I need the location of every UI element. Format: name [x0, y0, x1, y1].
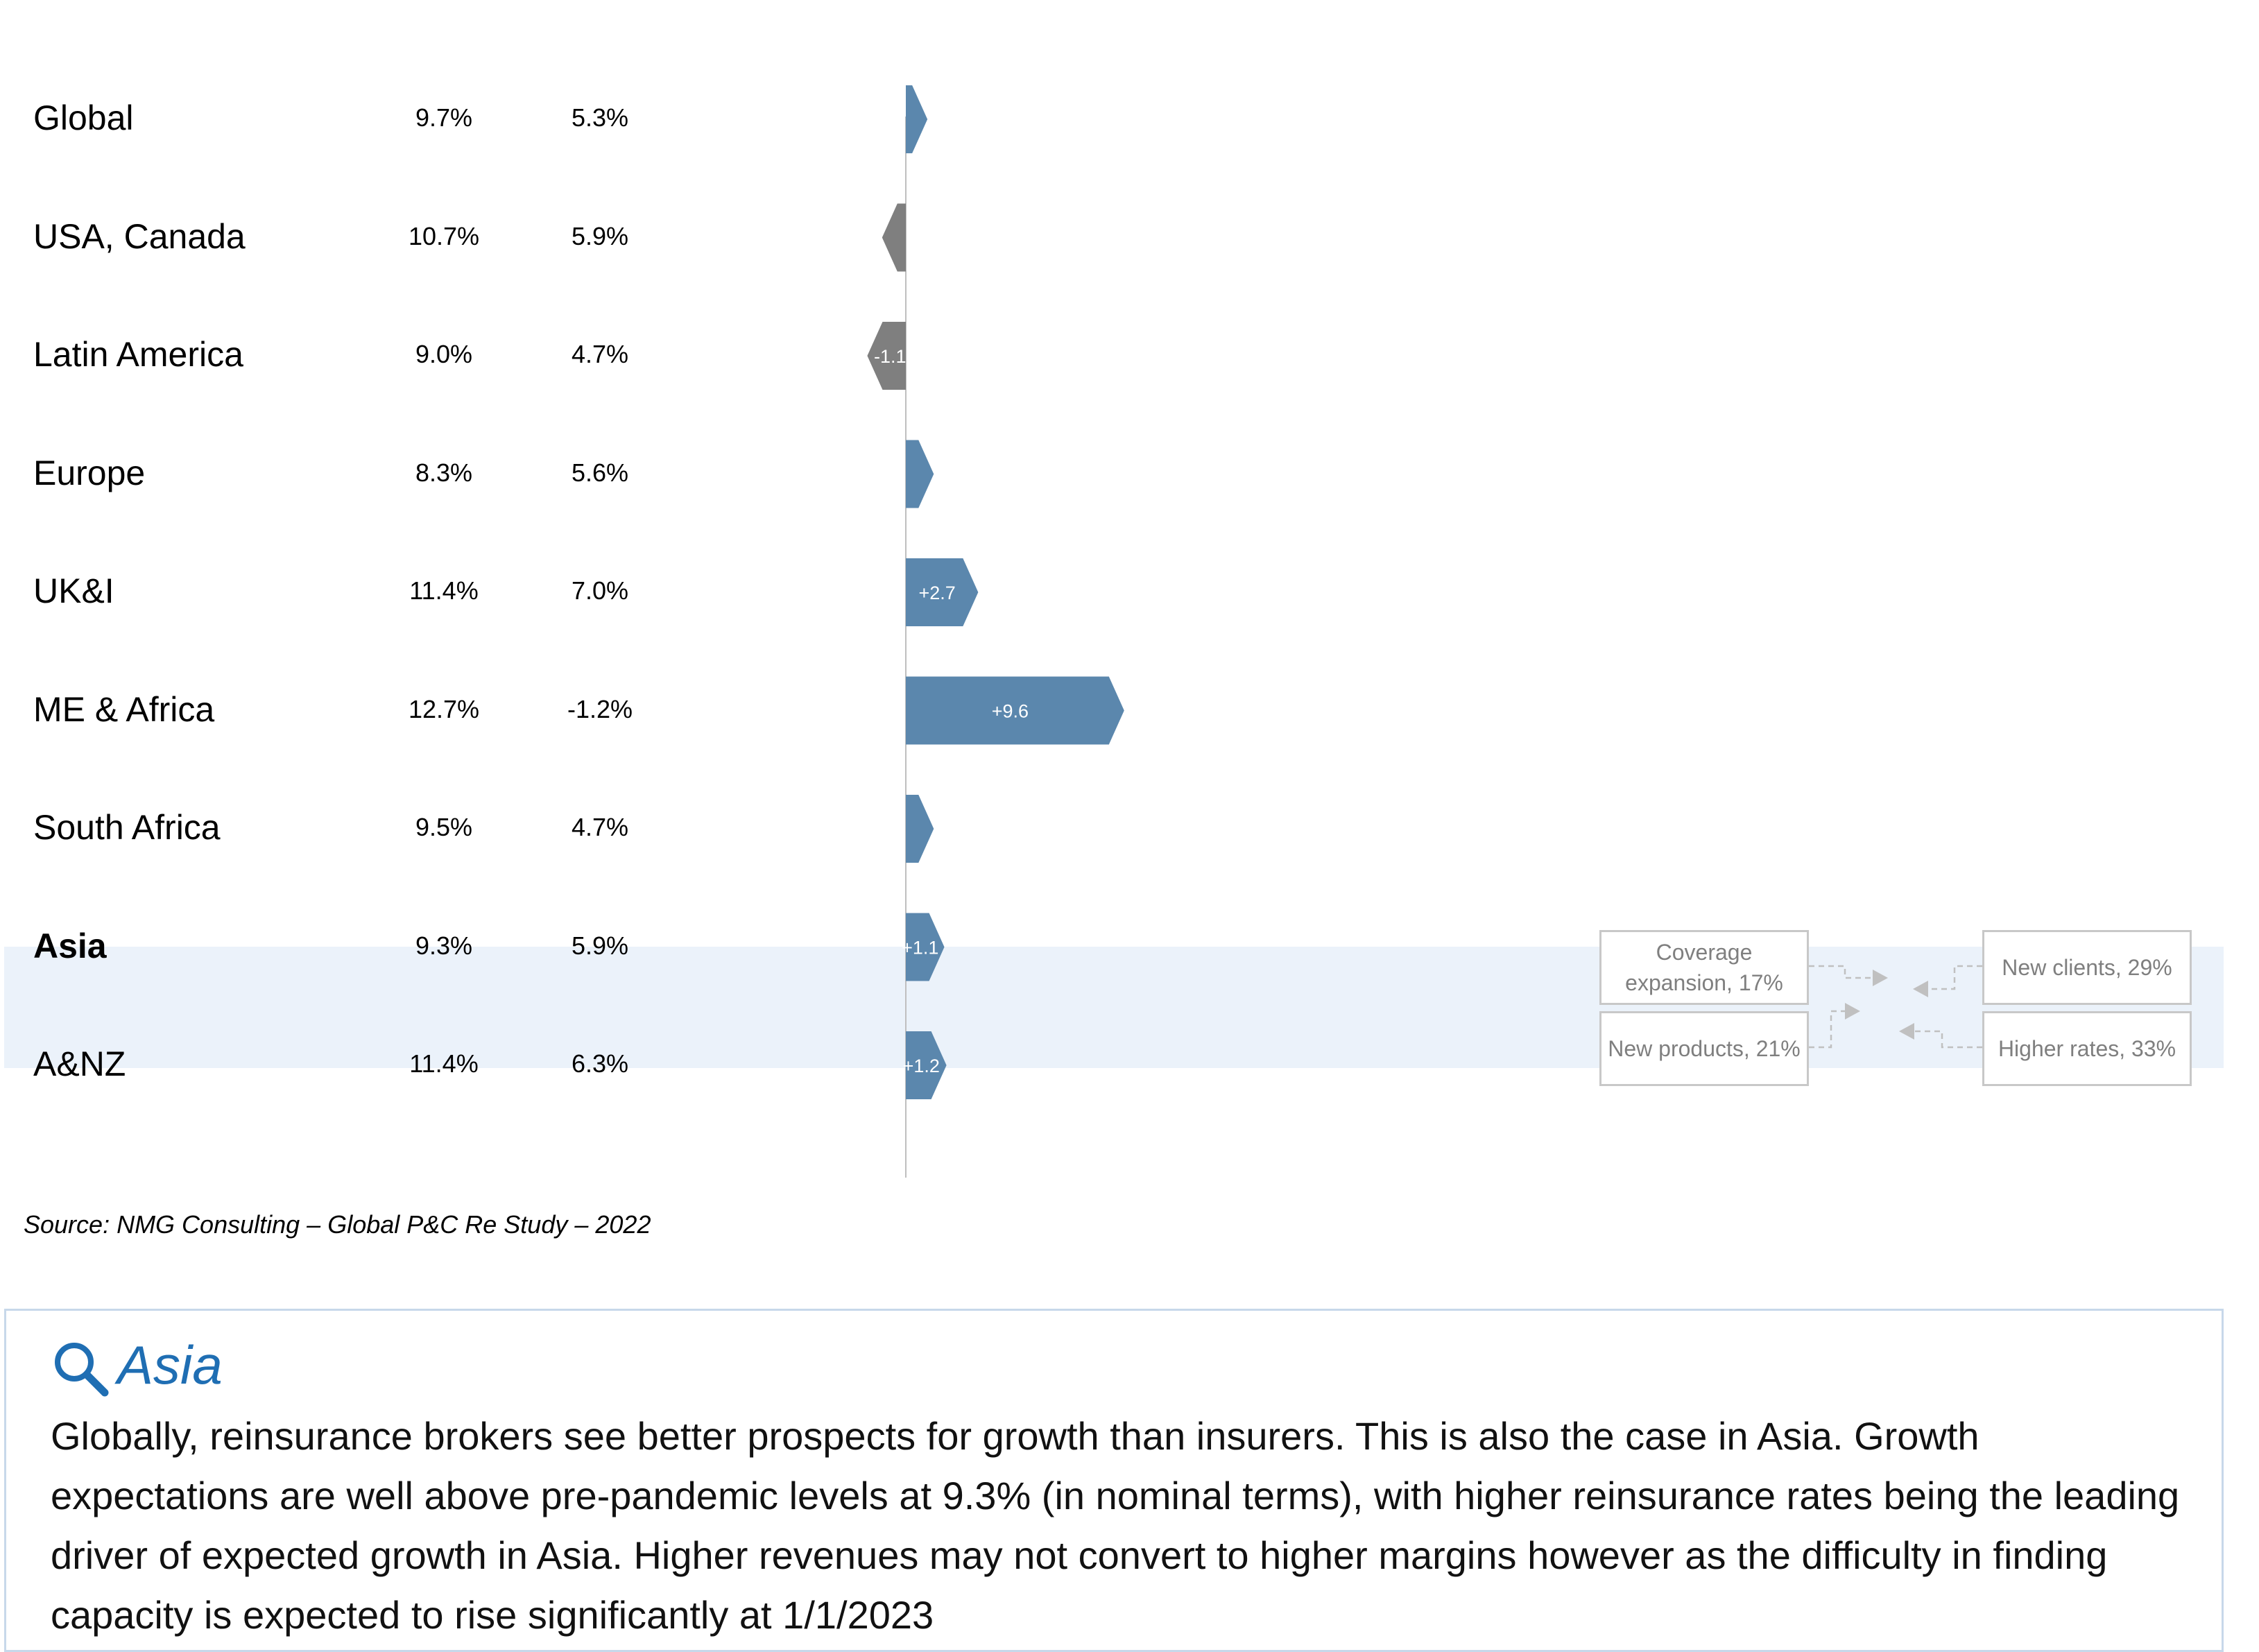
source-note: Source: NMG Consulting – Global P&C Re S… [24, 1210, 651, 1239]
connector-coverage [1809, 965, 1873, 979]
insight-text: Globally, reinsurance brokers see better… [51, 1414, 2180, 1637]
zero-axis-line [905, 117, 907, 1178]
row-label: ME & Africa [33, 689, 215, 729]
row-value-1: 8.3% [415, 458, 473, 487]
row-value-2: 6.3% [571, 1049, 629, 1078]
row-value-1: 12.7% [408, 694, 480, 723]
bar-data-label: +9.6 [992, 701, 1029, 722]
row-value-2: 4.7% [571, 340, 629, 368]
row-value-2: 7.0% [571, 576, 629, 605]
driver-box-products: New products, 21% [1599, 1011, 1809, 1086]
table-row: UK&I 11.4% 7.0% [0, 532, 902, 650]
driver-box-rates: Higher rates, 33% [1982, 1011, 2192, 1086]
connector-products [1809, 1010, 1845, 1049]
row-label: Global [33, 98, 134, 137]
table-row: Europe 8.3% 5.6% [0, 414, 902, 532]
row-value-2: 4.7% [571, 813, 629, 841]
arrow-coverage [1873, 970, 1888, 986]
table-row: USA, Canada 10.7% 5.9% [0, 178, 902, 295]
bar [882, 203, 906, 272]
insight-panel: Asia Globally, reinsurance brokers see b… [4, 1309, 2224, 1652]
row-label: UK&I [33, 571, 114, 610]
chart-area: Global 9.7% 5.3% USA, Canada 10.7% 5.9% Latin … [0, 59, 2224, 1239]
row-value-1: 9.7% [415, 103, 473, 132]
bar [906, 1031, 947, 1099]
row-value-2: 5.9% [571, 931, 629, 960]
row-value-1: 10.7% [408, 221, 480, 250]
driver-box-coverage: Coverage expansion, 17% [1599, 930, 1809, 1005]
bar [906, 558, 979, 626]
row-value-2: 5.6% [571, 458, 629, 487]
row-label: A&NZ [33, 1044, 126, 1083]
bar [906, 913, 945, 981]
row-value-2: -1.2% [567, 694, 633, 723]
bar [906, 795, 934, 863]
row-value-2: 5.3% [571, 103, 629, 132]
bar-data-label: +1.2 [903, 1056, 940, 1076]
connector-rates [1914, 1030, 1982, 1049]
asia-highlight-band [4, 947, 2224, 1068]
row-value-1: 9.5% [415, 813, 473, 841]
row-label: USA, Canada [33, 216, 246, 256]
row-label: Latin America [33, 335, 243, 374]
driver-box-clients: New clients, 29% [1982, 930, 2192, 1005]
arrow-products [1845, 1003, 1860, 1019]
row-value-1: 11.4% [409, 576, 479, 605]
row-label: Asia [33, 926, 107, 965]
bar [906, 440, 934, 508]
bar-data-label: +2.7 [919, 583, 956, 603]
bar-data-label: +1.1 [902, 938, 938, 958]
table-row: ME & Africa 12.7% -1.2% [0, 651, 902, 768]
row-value-1: 11.4% [409, 1049, 479, 1078]
driver-connectors [1809, 965, 1982, 1049]
bar-chart: -1.1 +2.7 +9.6 +1.1 +1.2 [867, 85, 1124, 1099]
magnifier-icon [55, 1343, 109, 1397]
row-value-1: 9.3% [415, 931, 473, 960]
table-row: A&NZ 11.4% 6.3% [0, 1005, 902, 1123]
arrow-rates [1899, 1023, 1914, 1040]
connector-clients [1928, 965, 1982, 990]
insight-title: Asia [117, 1334, 223, 1395]
table-row: Global 9.7% 5.3% [0, 59, 902, 177]
bar [906, 85, 928, 153]
row-value-2: 5.9% [571, 221, 629, 250]
arrow-clients [1913, 981, 1928, 997]
bar [906, 676, 1124, 745]
table-row: South Africa 9.5% 4.7% [0, 768, 902, 886]
row-value-1: 9.0% [415, 340, 473, 368]
row-label: South Africa [33, 808, 221, 847]
table-row: Latin America 9.0% 4.7% [0, 295, 902, 413]
row-label: Europe [33, 453, 146, 492]
bar-data-label: -1.1 [874, 346, 907, 367]
table-row: Asia 9.3% 5.9% [0, 887, 902, 1005]
bar [867, 322, 906, 390]
